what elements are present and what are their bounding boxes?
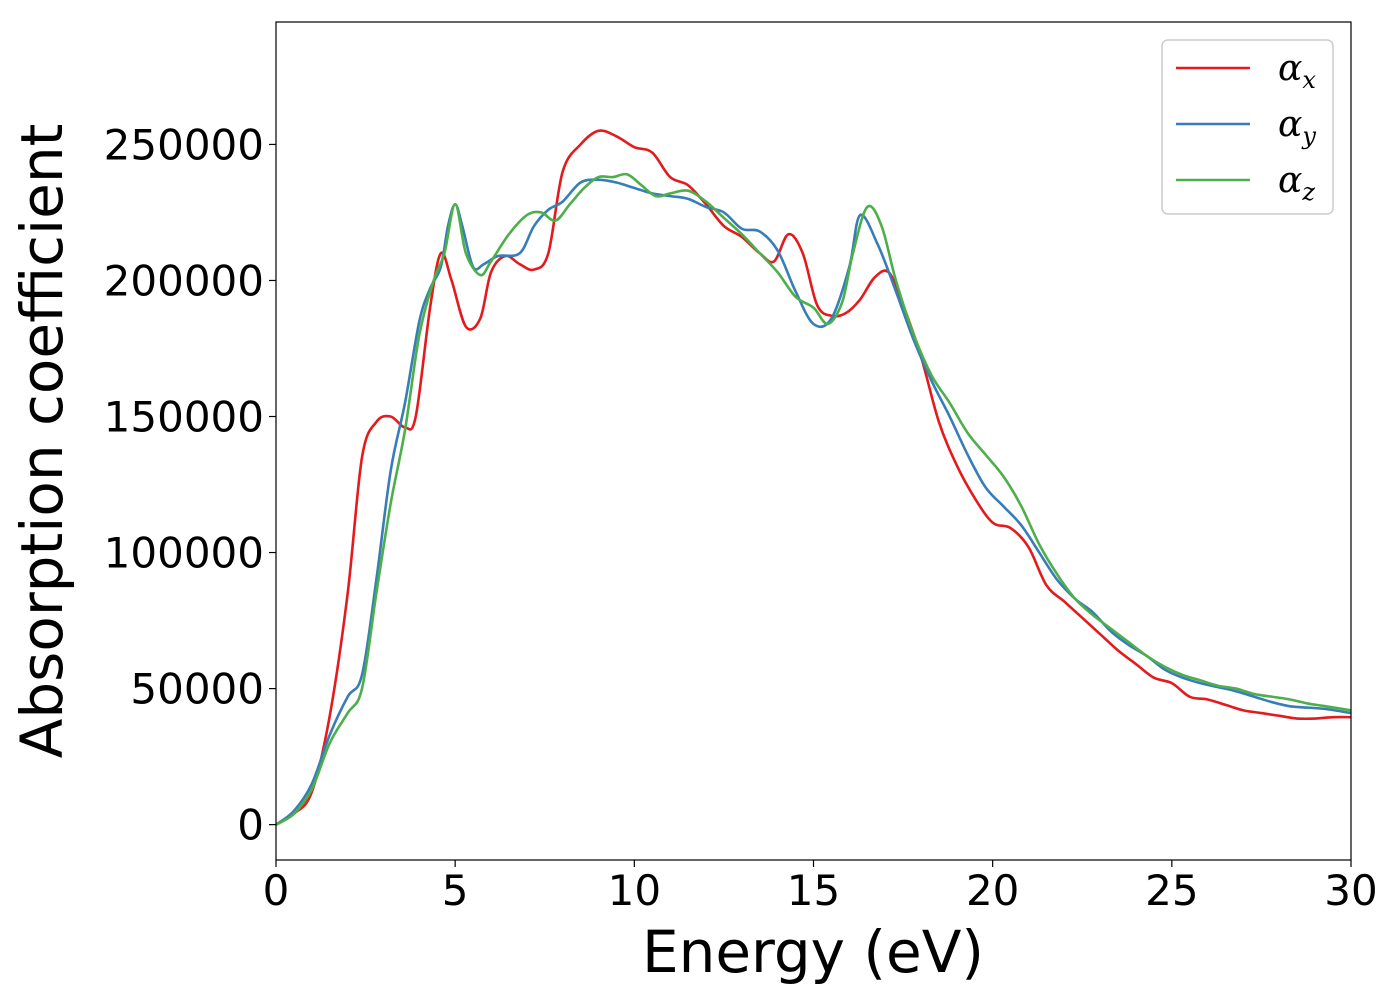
legend: αx αy αz xyxy=(1161,39,1334,215)
y-tick-label: 100000 xyxy=(104,529,264,578)
legend-box xyxy=(1161,39,1334,215)
x-tick-label: 20 xyxy=(966,866,1019,915)
y-axis-title: Absorption coefficient xyxy=(8,124,76,759)
x-tick-label: 15 xyxy=(787,866,840,915)
series-line-x xyxy=(276,129,1351,826)
series-line-y xyxy=(276,178,1351,826)
y-tick-label: 50000 xyxy=(130,665,264,714)
legend-label-y: αy xyxy=(1278,104,1316,150)
x-axis: 0 5 10 15 20 25 30 xyxy=(263,860,1378,915)
legend-label-z: αz xyxy=(1278,160,1315,206)
x-tick-label: 30 xyxy=(1324,866,1377,915)
legend-label-x: αx xyxy=(1278,48,1316,94)
y-axis: 0 50000 100000 150000 200000 250000 xyxy=(104,120,276,850)
y-tick-label: 0 xyxy=(237,801,264,850)
y-tick-label: 150000 xyxy=(104,393,264,442)
series-line-z xyxy=(276,172,1351,826)
series-layer xyxy=(276,129,1351,826)
x-tick-label: 5 xyxy=(442,866,469,915)
y-tick-label: 250000 xyxy=(104,120,264,169)
x-tick-label: 0 xyxy=(263,866,290,915)
x-tick-label: 10 xyxy=(608,866,661,915)
x-tick-label: 25 xyxy=(1145,866,1198,915)
y-tick-label: 200000 xyxy=(104,256,264,305)
x-axis-title: Energy (eV) xyxy=(642,918,984,986)
